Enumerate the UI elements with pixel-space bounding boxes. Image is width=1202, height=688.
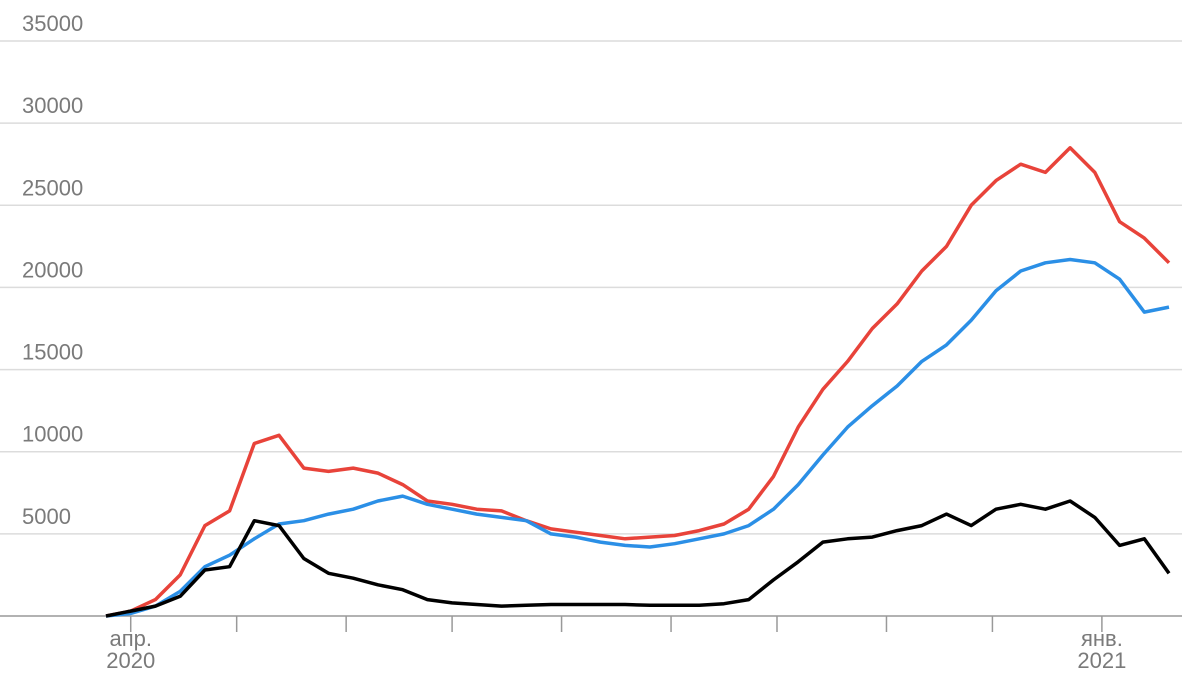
series-line	[105, 499, 1171, 618]
y-tick-label: 30000	[22, 93, 83, 118]
y-tick-label: 35000	[22, 11, 83, 36]
x-tick-label: апр. 2020	[106, 626, 156, 673]
series-line	[105, 257, 1170, 618]
y-tick-label: 10000	[22, 422, 83, 447]
series-line	[105, 146, 1171, 618]
y-tick-label: 25000	[22, 175, 83, 200]
x-tick-label: янв. 2021	[1077, 626, 1127, 673]
y-tick-label: 15000	[22, 340, 83, 365]
y-tick-label: 20000	[22, 257, 83, 282]
y-tick-label: 5000	[22, 504, 71, 529]
